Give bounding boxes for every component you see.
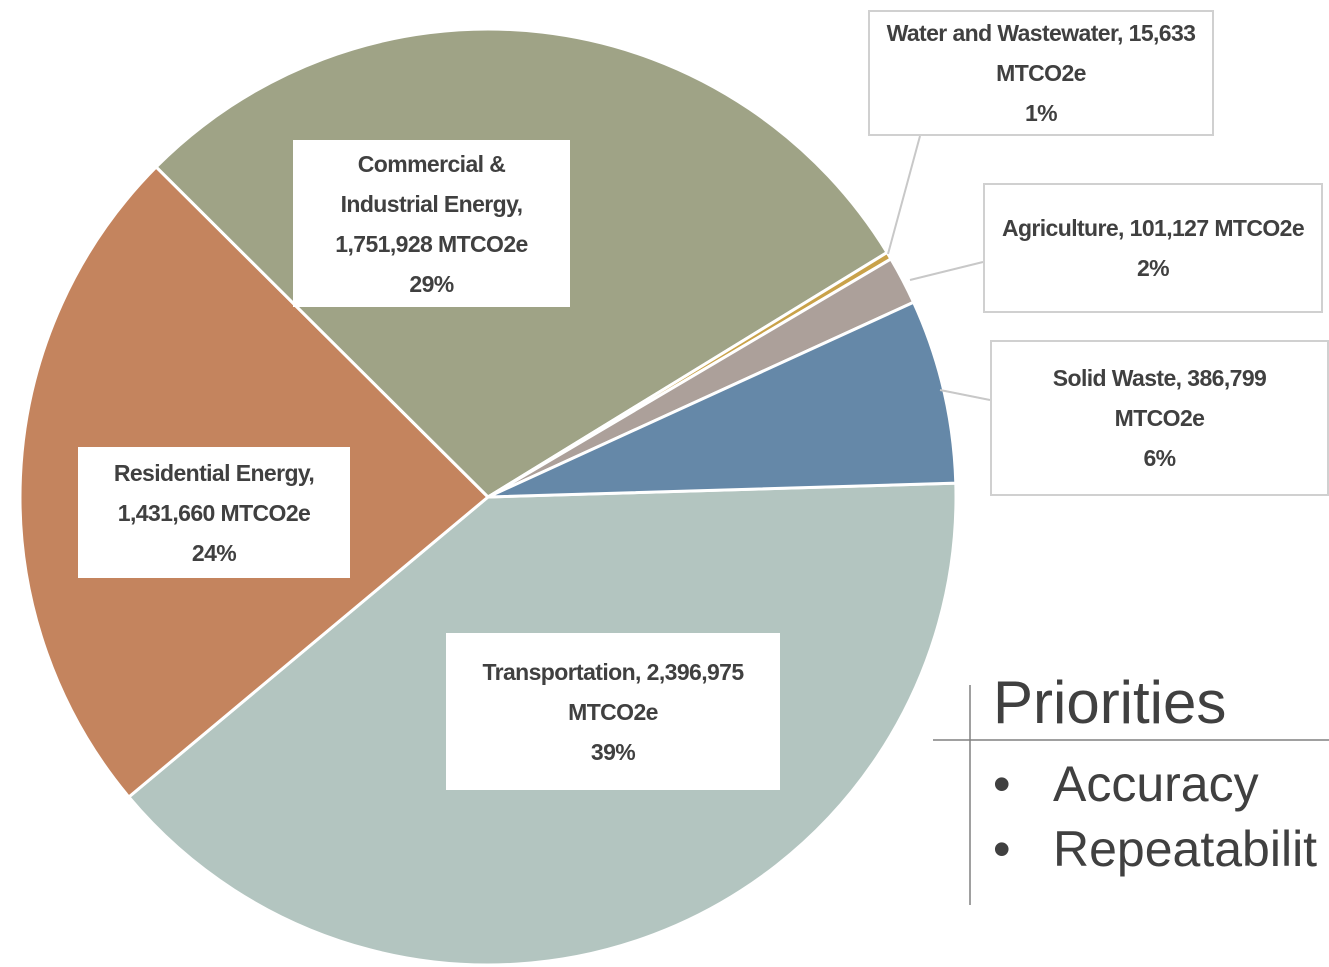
data-label: Water and Wastewater, 15,633 MTCO2e 1% [868,10,1214,136]
leader-line [887,135,921,255]
label-text: Transportation, 2,396,975 MTCO2e [460,652,766,732]
sidebar-item: Accuracy [1053,756,1259,812]
category-label: Water and Wastewater, [886,20,1124,46]
value-label: 15,633 MTCO2e [996,20,1196,86]
data-label: Commercial & Industrial Energy, 1,751,92… [293,140,570,307]
value-label: 101,127 MTCO2e [1129,215,1305,241]
category-label: Solid Waste, [1052,365,1182,391]
percent-label: 2% [1136,255,1170,281]
leader-line [909,261,984,281]
data-label: Residential Energy, 1,431,660 MTCO2e 24% [78,447,350,578]
category-label: Agriculture, [1001,215,1124,241]
percent-label: 6% [1143,445,1176,471]
leader-line [939,389,991,401]
bullet: • [993,756,1011,812]
percent-label: 24% [191,539,237,566]
label-text: Solid Waste, 386,799 MTCO2e [1006,358,1313,438]
bullet: • [993,821,1011,877]
label-text: Commercial & Industrial Energy, 1,751,92… [307,144,556,264]
data-label: Transportation, 2,396,975 MTCO2e 39% [446,633,780,790]
percent-label: 29% [409,270,454,297]
value-label: 386,799 MTCO2e [1114,365,1267,431]
value-label: 1,751,928 MTCO2e [335,230,528,257]
category-label: Residential Energy, [113,459,315,486]
category-label: Transportation, [482,658,641,685]
category-label: Commercial & Industrial Energy, [340,150,523,217]
percent-label: 1% [1024,100,1058,126]
label-text: Water and Wastewater, 15,633 MTCO2e [884,13,1198,93]
leader-lines [887,135,991,401]
sidebar-item: Repeatabilit [1053,821,1318,877]
label-text: Agriculture, 101,127 MTCO2e [999,208,1307,248]
data-label: Agriculture, 101,127 MTCO2e 2% [983,183,1323,313]
value-label: 2,396,975 MTCO2e [568,658,744,725]
label-text: Residential Energy, 1,431,660 MTCO2e [92,453,336,533]
sidebar-title: Priorities [993,669,1227,736]
value-label: 1,431,660 MTCO2e [117,499,311,526]
data-label: Solid Waste, 386,799 MTCO2e 6% [990,340,1329,496]
percent-label: 39% [590,738,636,765]
